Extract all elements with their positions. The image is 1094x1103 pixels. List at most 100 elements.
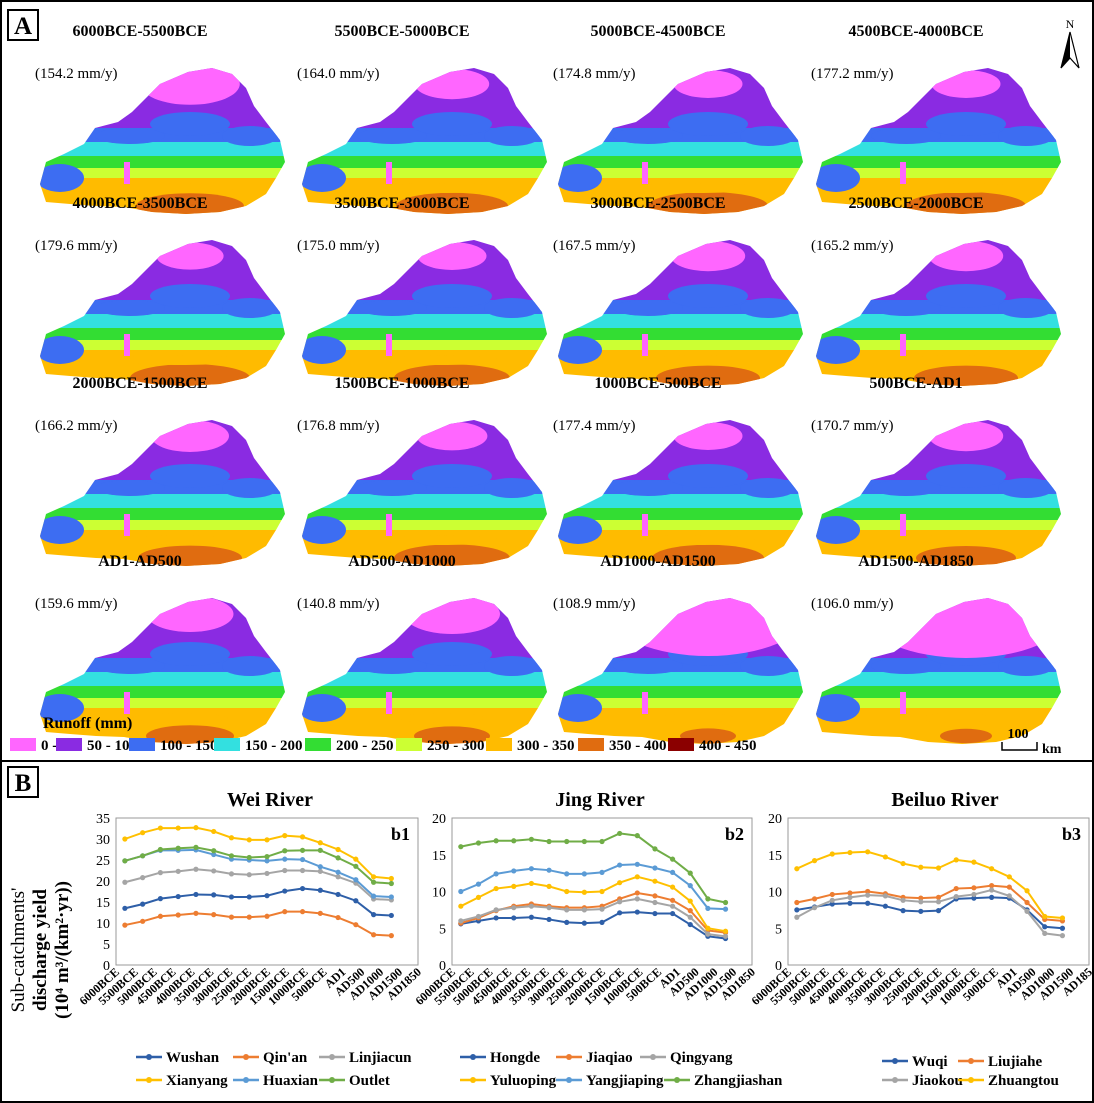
data-point: [811, 858, 818, 864]
data-point: [299, 909, 306, 915]
data-point: [1006, 893, 1012, 899]
runoff-map: AD1000-AD1500 (108.9 mm/y): [553, 553, 803, 744]
map-period-title: 5500BCE-5000BCE: [334, 23, 469, 40]
data-point: [918, 895, 924, 901]
series-line: [794, 887, 1066, 939]
map-mean-runoff: (167.5 mm/y): [553, 238, 636, 254]
legend-item: 50 - 100: [56, 738, 137, 754]
legend-entry: Hongde: [460, 1050, 540, 1066]
map-period-title: 3000BCE-2500BCE: [590, 195, 725, 212]
y-tick-label: 20: [96, 875, 110, 890]
data-point: [634, 861, 640, 867]
data-point: [370, 874, 377, 880]
series-line: [458, 861, 729, 912]
runoff-map: 1500BCE-1000BCE (176.8 mm/y): [297, 375, 547, 566]
panel-a-tag-box: [7, 9, 39, 41]
map-mean-runoff: (106.0 mm/y): [811, 596, 894, 612]
data-point: [264, 913, 270, 919]
data-point: [953, 894, 959, 900]
data-point: [687, 908, 693, 914]
data-point: [193, 844, 199, 851]
data-point: [687, 870, 693, 876]
data-point: [370, 879, 377, 885]
chart-panel-tag: b3: [1062, 824, 1081, 844]
data-point: [847, 890, 853, 896]
data-point: [140, 853, 146, 859]
data-point: [1042, 913, 1048, 920]
y-tick-label: 5: [439, 922, 446, 937]
map-period-title: 2500BCE-2000BCE: [848, 195, 983, 212]
legend-series-name: Liujiahe: [988, 1054, 1043, 1070]
data-point: [175, 825, 181, 831]
legend-swatch: [486, 738, 512, 751]
y-tick-label: 10: [432, 886, 446, 901]
data-point: [722, 906, 729, 912]
data-point: [971, 891, 977, 898]
legend-swatch: [10, 738, 36, 751]
data-point: [617, 910, 623, 916]
y-tick-label: 0: [103, 959, 110, 974]
data-point: [282, 833, 288, 839]
data-point: [705, 896, 711, 902]
data-point: [228, 835, 235, 841]
data-point: [900, 860, 906, 867]
data-point: [989, 887, 995, 893]
data-point: [317, 910, 323, 916]
data-point: [175, 868, 181, 874]
data-point: [652, 910, 658, 917]
data-point: [669, 903, 676, 909]
legend-series-name: Hongde: [490, 1050, 540, 1066]
data-point: [564, 871, 570, 877]
data-point: [669, 884, 676, 890]
y-tick-label: 10: [768, 886, 782, 901]
chart-panel-tag: b2: [725, 824, 744, 844]
legend-entry: Qin'an: [233, 1050, 308, 1066]
data-point: [388, 933, 394, 939]
data-point: [794, 899, 800, 906]
data-point: [528, 836, 535, 842]
runoff-map: 1000BCE-500BCE (177.4 mm/y): [553, 375, 803, 566]
data-point: [1024, 899, 1030, 906]
data-point: [652, 899, 658, 906]
data-point: [211, 848, 217, 854]
panel-a: A N 6000BCE-5500BCE (154.2 mm/y) 5500BCE-5…: [7, 9, 1080, 757]
legend-entry: Xianyang: [136, 1073, 228, 1089]
map-mean-runoff: (154.2 mm/y): [35, 66, 118, 82]
data-point: [865, 849, 871, 855]
data-point: [705, 925, 711, 931]
data-point: [847, 894, 853, 900]
legend-entry: Jiaokou: [882, 1073, 963, 1089]
data-point: [634, 896, 640, 902]
map-mean-runoff: (177.4 mm/y): [553, 418, 636, 434]
data-point: [1042, 924, 1048, 930]
map-mean-runoff: (108.9 mm/y): [553, 596, 636, 612]
panel-a-tag: A: [14, 13, 32, 40]
data-point: [669, 897, 676, 903]
data-point: [634, 890, 640, 896]
legend-swatch: [305, 738, 331, 751]
data-point: [193, 910, 199, 916]
data-point: [493, 915, 499, 921]
runoff-map: 5000BCE-4500BCE (174.8 mm/y): [553, 23, 803, 214]
y-tick-label: 15: [768, 849, 782, 864]
data-point: [634, 874, 640, 880]
data-point: [581, 871, 587, 877]
shared-ylabel-line2: discharge yield: [30, 889, 51, 1011]
legend-entry: Linjiacun: [319, 1050, 412, 1066]
data-point: [475, 840, 482, 846]
data-point: [493, 838, 499, 844]
data-point: [847, 900, 853, 906]
map-basin: [558, 240, 803, 386]
legend-entry: Liujiahe: [958, 1054, 1043, 1070]
data-point: [264, 893, 270, 899]
legend-label: 250 - 300: [427, 738, 485, 754]
data-point: [935, 894, 942, 900]
data-point: [617, 899, 623, 905]
map-period-title: 3500BCE-3000BCE: [334, 195, 469, 212]
data-point: [228, 853, 235, 859]
map-period-title: 1000BCE-500BCE: [594, 375, 721, 392]
legend-entry: Huaxian: [233, 1073, 319, 1089]
legend-entry: Zhuangtou: [958, 1073, 1059, 1089]
legend-entry: Zhangjiashan: [664, 1073, 783, 1089]
chart-panel-tag: b1: [391, 824, 410, 844]
